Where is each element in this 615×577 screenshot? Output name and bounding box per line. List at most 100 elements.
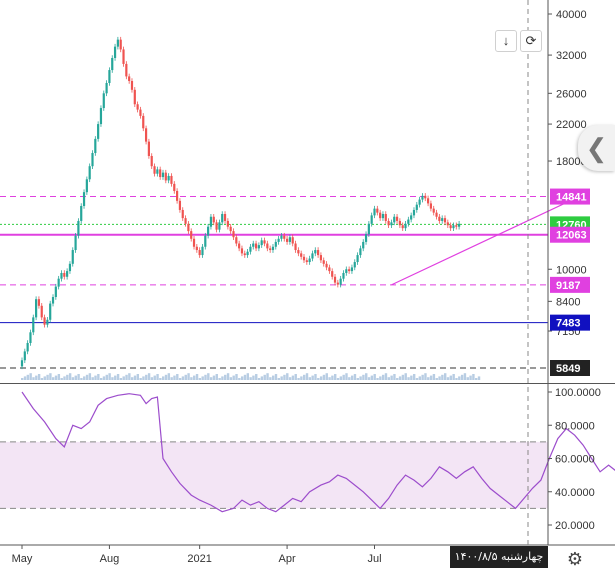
price-level-tag (550, 226, 590, 243)
candle-body (26, 342, 29, 352)
candle-body (68, 263, 72, 272)
volume-bar (359, 376, 362, 380)
candle-body (223, 213, 227, 221)
candle-body (285, 238, 289, 242)
chevron-left-icon: ❮ (585, 133, 608, 163)
candle-body (156, 169, 159, 174)
volume-bar (277, 378, 281, 380)
volume-bar (229, 377, 233, 380)
candle-body (77, 220, 80, 236)
candle-body (401, 225, 404, 229)
candle-body (376, 208, 379, 213)
candle-body (393, 216, 396, 223)
candle-body (232, 231, 235, 238)
side-panel-toggle[interactable]: ❮ (578, 125, 615, 171)
candle-body (263, 240, 266, 244)
volume-bar (475, 378, 478, 380)
candle-body (415, 204, 418, 210)
rsi-tick-label: 60.0000 (555, 454, 595, 466)
candle-body (229, 226, 232, 232)
volume-bar (308, 377, 312, 380)
volume-bar (74, 375, 77, 380)
candle-body (54, 286, 57, 298)
candle-body (170, 175, 173, 184)
volume-bar (167, 373, 171, 380)
candle-body (364, 234, 368, 242)
volume-bar (415, 378, 419, 380)
volume-bar (350, 375, 354, 380)
candle-body (235, 237, 238, 244)
price-tick-label: 22000 (556, 119, 587, 131)
settings-button[interactable]: ⚙ (563, 548, 587, 572)
volume-bar (353, 374, 357, 380)
volume-bar (291, 375, 295, 380)
volume-bar (342, 374, 345, 380)
volume-bar (77, 374, 80, 380)
volume-bar (178, 378, 182, 380)
candle-body (240, 248, 244, 254)
candle-body (204, 235, 207, 247)
candle-body (331, 271, 334, 277)
candle-body (128, 76, 131, 81)
volume-bar (184, 374, 187, 380)
volume-bar (32, 377, 35, 380)
candle-body (271, 246, 275, 251)
price-level-tag (550, 188, 590, 205)
volume-bar (204, 374, 207, 380)
candle-body (173, 183, 176, 191)
candle-body (136, 104, 139, 110)
candle-body (381, 213, 385, 219)
time-tick-label: Aug (100, 553, 120, 565)
candle-body (82, 192, 86, 206)
candle-body (23, 351, 26, 361)
candle-body (122, 49, 125, 64)
candle-body (348, 269, 351, 272)
crosshair-date-badge: چهارشنبه ۱۴۰۰/۸/۵ (450, 546, 548, 568)
candle-body (446, 222, 449, 226)
candle-body (49, 303, 52, 320)
candle-body (46, 319, 49, 325)
price-level-label: 9187 (556, 280, 580, 292)
candle-body (277, 238, 280, 242)
candle-body (359, 248, 362, 256)
rsi-tick-label: 40.0000 (555, 487, 595, 499)
price-pane[interactable] (0, 36, 587, 380)
volume-bar (334, 374, 337, 380)
arrow-down-icon: ↓ (502, 33, 510, 48)
scroll-down-button[interactable]: ↓ (495, 30, 517, 52)
candle-body (362, 241, 365, 249)
volume-bar (269, 377, 272, 380)
volume-bar (288, 377, 292, 380)
candle-body (308, 258, 311, 263)
rsi-pane[interactable] (0, 391, 615, 513)
volume-bar (424, 373, 427, 380)
volume-bar (88, 373, 92, 380)
candle-body (325, 263, 328, 268)
volume-bar (441, 374, 444, 380)
volume-bar (54, 375, 58, 380)
volume-bar (466, 377, 469, 380)
volume-bar (252, 375, 255, 380)
price-level-tag (550, 314, 590, 331)
candle-body (452, 225, 455, 229)
candle-body (395, 216, 399, 221)
candle-body (424, 195, 427, 199)
candle-body (102, 93, 105, 109)
candle-body (305, 260, 308, 263)
volume-bar (421, 374, 424, 380)
reset-view-button[interactable]: ⟳ (520, 30, 542, 52)
candle-body (218, 222, 221, 230)
volume-bar (455, 378, 458, 380)
candle-body (88, 166, 91, 180)
candle-body (201, 246, 204, 256)
volume-bar (325, 373, 328, 380)
volume-bar (193, 375, 196, 380)
candle-body (111, 57, 114, 71)
candle-body (60, 272, 63, 279)
candle-body (353, 262, 356, 268)
candle-body (322, 260, 325, 264)
volume-bar (195, 374, 199, 380)
candle-body (246, 251, 249, 256)
